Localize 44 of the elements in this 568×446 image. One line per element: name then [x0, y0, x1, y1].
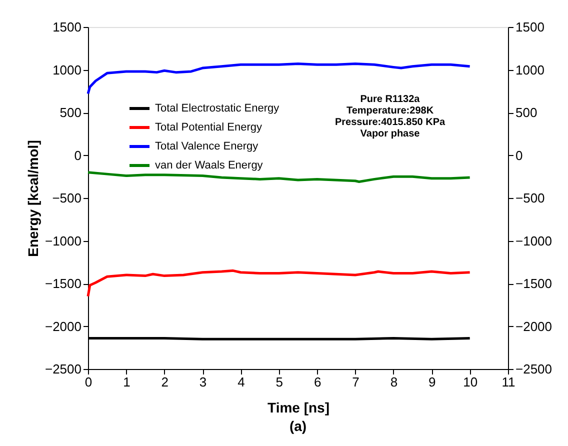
- x-axis-title: Time [ns]: [268, 400, 330, 416]
- x-tick-label: 8: [390, 374, 398, 390]
- y-tick-label: −1500: [44, 276, 82, 291]
- y-tick-label: −1000: [44, 233, 82, 248]
- legend-label: Total Electrostatic Energy: [155, 102, 280, 114]
- legend-label: Total Potential Energy: [155, 122, 263, 134]
- y2-tick-label: −2000: [516, 318, 552, 334]
- y2-tick-label: −1000: [516, 233, 552, 248]
- x-tick-label: 1: [123, 374, 130, 390]
- x-tick-label: 0: [84, 374, 92, 390]
- x-tick-label: 9: [428, 374, 436, 390]
- x-tick-label: 4: [238, 374, 245, 390]
- x-tick-label: 2: [161, 374, 168, 390]
- y-tick-label: 0: [74, 148, 82, 163]
- y2-tick-label: 1000: [516, 62, 544, 78]
- line-series: [86, 62, 472, 95]
- x-tick-label: 10: [463, 374, 478, 390]
- y2-tick-label: 0: [516, 148, 523, 163]
- y2-tick-label: 1500: [516, 20, 544, 34]
- x-tick-label: 7: [352, 374, 360, 390]
- y-tick-label: 1500: [52, 20, 82, 34]
- y2-tick-label: −1500: [516, 276, 552, 291]
- annotation: Pure R1132a: [360, 94, 420, 105]
- y-tick-label: −2500: [44, 362, 82, 376]
- x-tick-label: 11: [502, 374, 516, 390]
- y-tick-label: −2000: [44, 318, 82, 334]
- legend-label: van der Waals Energy: [155, 160, 264, 172]
- y-tick-label: 500: [60, 105, 82, 120]
- annotation: Temperature:298K: [346, 105, 434, 116]
- x-tick-label: 3: [199, 374, 207, 390]
- line-series: [86, 171, 472, 184]
- y-axis-title: Energy [kcal/mol]: [24, 140, 41, 257]
- y2-tick-label: 500: [516, 105, 538, 120]
- x-tick-label: 6: [314, 374, 322, 390]
- y2-tick-label: −2500: [516, 362, 552, 376]
- y2-tick-label: −500: [516, 190, 545, 206]
- y-tick-label: 1000: [52, 62, 82, 78]
- y-tick-label: −500: [52, 190, 82, 206]
- annotation: Vapor phase: [360, 128, 420, 140]
- line-series: [86, 269, 472, 298]
- text: (a): [289, 418, 307, 434]
- legend-label: Total Valence Energy: [155, 140, 259, 152]
- annotation: Pressure:4015.850 KPa: [334, 117, 446, 128]
- x-tick-label: 5: [276, 374, 284, 390]
